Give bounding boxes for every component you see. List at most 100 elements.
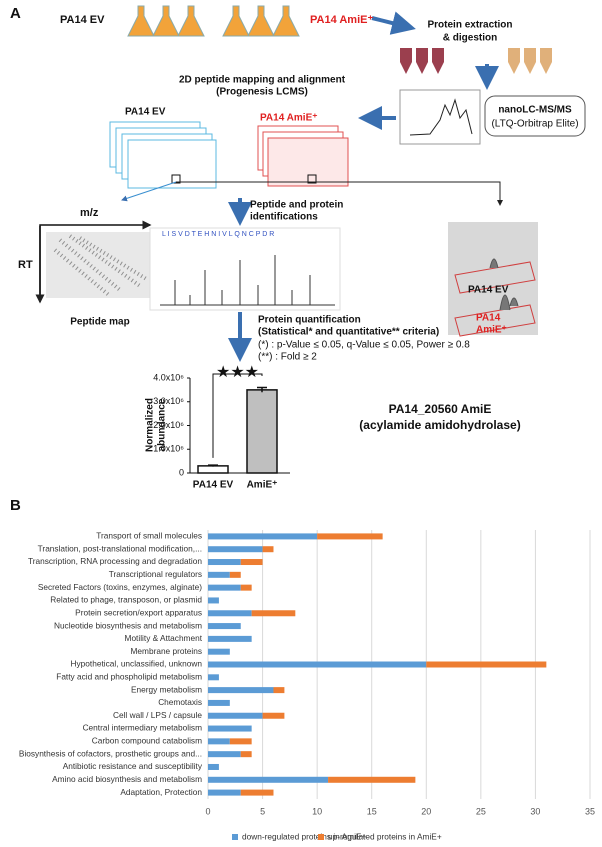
peak-label: AmiE⁺	[476, 325, 507, 336]
bar-segment	[208, 571, 230, 578]
step-label: Peptide and protein	[250, 200, 343, 211]
legend-swatch	[318, 834, 324, 840]
bar-segment	[317, 533, 383, 540]
y-tick-label: Biosynthesis of cofactors, prosthetic gr…	[19, 748, 202, 758]
x-tick-label: 15	[367, 806, 377, 816]
bar-segment	[208, 712, 263, 719]
bar-segment	[251, 610, 296, 617]
bar-segment	[208, 533, 318, 540]
bar-segment	[273, 687, 285, 694]
bar-segment	[208, 789, 241, 796]
x-tick-label: 35	[585, 806, 595, 816]
y-tick-label: 3.0x10⁶	[153, 396, 184, 406]
y-tick-label: Carbon compound catabolism	[92, 736, 202, 746]
x-tick-label: 5	[260, 806, 265, 816]
peak-label: PA14	[476, 313, 501, 324]
arrow	[176, 181, 503, 206]
y-tick-label: Translation, post-translational modifica…	[38, 543, 202, 553]
bar-segment	[208, 699, 230, 706]
x-tick-label: AmiE⁺	[247, 480, 278, 491]
bar-segment	[208, 610, 252, 617]
y-tick-label: Motility & Attachment	[125, 633, 203, 643]
bar-segment	[240, 584, 252, 591]
bar-segment	[426, 661, 547, 668]
spectrum	[149, 227, 341, 311]
flasks	[127, 5, 300, 37]
bracket	[212, 373, 263, 458]
x-tick-label: 25	[476, 806, 486, 816]
protein-name: (acylamide amidohydrolase)	[359, 418, 520, 432]
criteria: (*) : p-Value ≤ 0.05, q-Value ≤ 0.05, Po…	[258, 340, 470, 351]
bar-segment	[262, 546, 274, 553]
y-tick-label: Adaptation, Protection	[120, 787, 202, 797]
axis-label: RT	[18, 259, 33, 271]
y-tick-label: Energy metabolism	[131, 684, 202, 694]
y-tick-label: Central intermediary metabolism	[83, 723, 203, 733]
step-label: nanoLC-MS/MS	[498, 105, 572, 116]
bar	[197, 465, 229, 474]
error-bar	[208, 464, 218, 467]
bar-segment	[229, 738, 252, 745]
error-bar	[257, 386, 267, 393]
legend-label: down-regulated proteins in AmiE+	[242, 832, 366, 842]
peak-label: PA14 EV	[468, 285, 509, 296]
bar-segment	[328, 776, 416, 783]
bar-segment	[208, 559, 241, 566]
tubes	[400, 48, 552, 74]
bar-segment	[240, 789, 274, 796]
y-tick-label: 4.0x10⁶	[153, 372, 184, 382]
y-tick-label: Transcription, RNA processing and degrad…	[28, 556, 202, 566]
step-label: & digestion	[443, 33, 497, 44]
bar-segment	[208, 763, 219, 770]
bar-segment	[208, 661, 427, 668]
x-tick-label: 20	[421, 806, 431, 816]
bar-segment	[262, 712, 285, 719]
step-label: Protein quantification	[258, 315, 361, 326]
bar-segment	[208, 597, 219, 604]
y-tick-label: Secreted Factors (toxins, enzymes, algin…	[38, 582, 202, 592]
bar-segment	[208, 584, 241, 591]
protein-name: PA14_20560 AmiE	[389, 402, 492, 416]
bar-segment	[208, 751, 241, 758]
y-tick-label: Nucleotide biosynthesis and metabolism	[54, 620, 202, 630]
y-axis-label: abundance	[157, 398, 168, 451]
bar-segment	[208, 635, 252, 642]
bar-segment	[208, 674, 219, 681]
step-label: (Statistical* and quantitative** criteri…	[258, 327, 439, 338]
lcms-image	[399, 89, 481, 145]
y-tick-label: 2.0x10⁶	[153, 420, 184, 430]
criteria: (**) : Fold ≥ 2	[258, 352, 317, 363]
significance: ★★★	[216, 364, 259, 381]
y-tick-label: Antibiotic resistance and susceptibility	[63, 761, 203, 771]
y-tick-label: 0	[179, 467, 184, 477]
arrow	[371, 11, 416, 35]
legend-swatch	[232, 834, 238, 840]
y-tick-label: Transcriptional regulators	[109, 569, 202, 579]
step-label: identifications	[250, 212, 318, 223]
map-stacks	[109, 121, 349, 189]
x-tick-label: 0	[205, 806, 210, 816]
bar-segment	[240, 559, 263, 566]
bar-segment	[229, 571, 241, 578]
bar-segment	[208, 738, 230, 745]
x-tick-label: 10	[312, 806, 322, 816]
axis-label: m/z	[80, 207, 99, 219]
y-tick-label: 1.0x10⁶	[153, 444, 184, 454]
y-tick-label: Related to phage, transposon, or plasmid	[50, 595, 202, 605]
strain-label: PA14 AmiE⁺	[310, 14, 373, 26]
bar-segment	[208, 687, 274, 694]
step-label: Protein extraction	[427, 20, 512, 31]
lcms-box	[484, 95, 586, 137]
bar-segment	[208, 776, 329, 783]
y-tick-label: Cell wall / LPS / capsule	[113, 710, 202, 720]
panel-label: A	[10, 5, 21, 22]
bar	[246, 389, 278, 474]
arrow	[121, 181, 177, 202]
bar-segment	[240, 751, 252, 758]
peak-image	[448, 222, 538, 337]
legend-label: up-regulated proteins in AmiE+	[328, 832, 442, 842]
bar-segment	[208, 546, 263, 553]
y-axis-label: Normalized	[145, 398, 156, 452]
y-tick-label: Fatty acid and phospholipid metabolism	[56, 671, 202, 681]
